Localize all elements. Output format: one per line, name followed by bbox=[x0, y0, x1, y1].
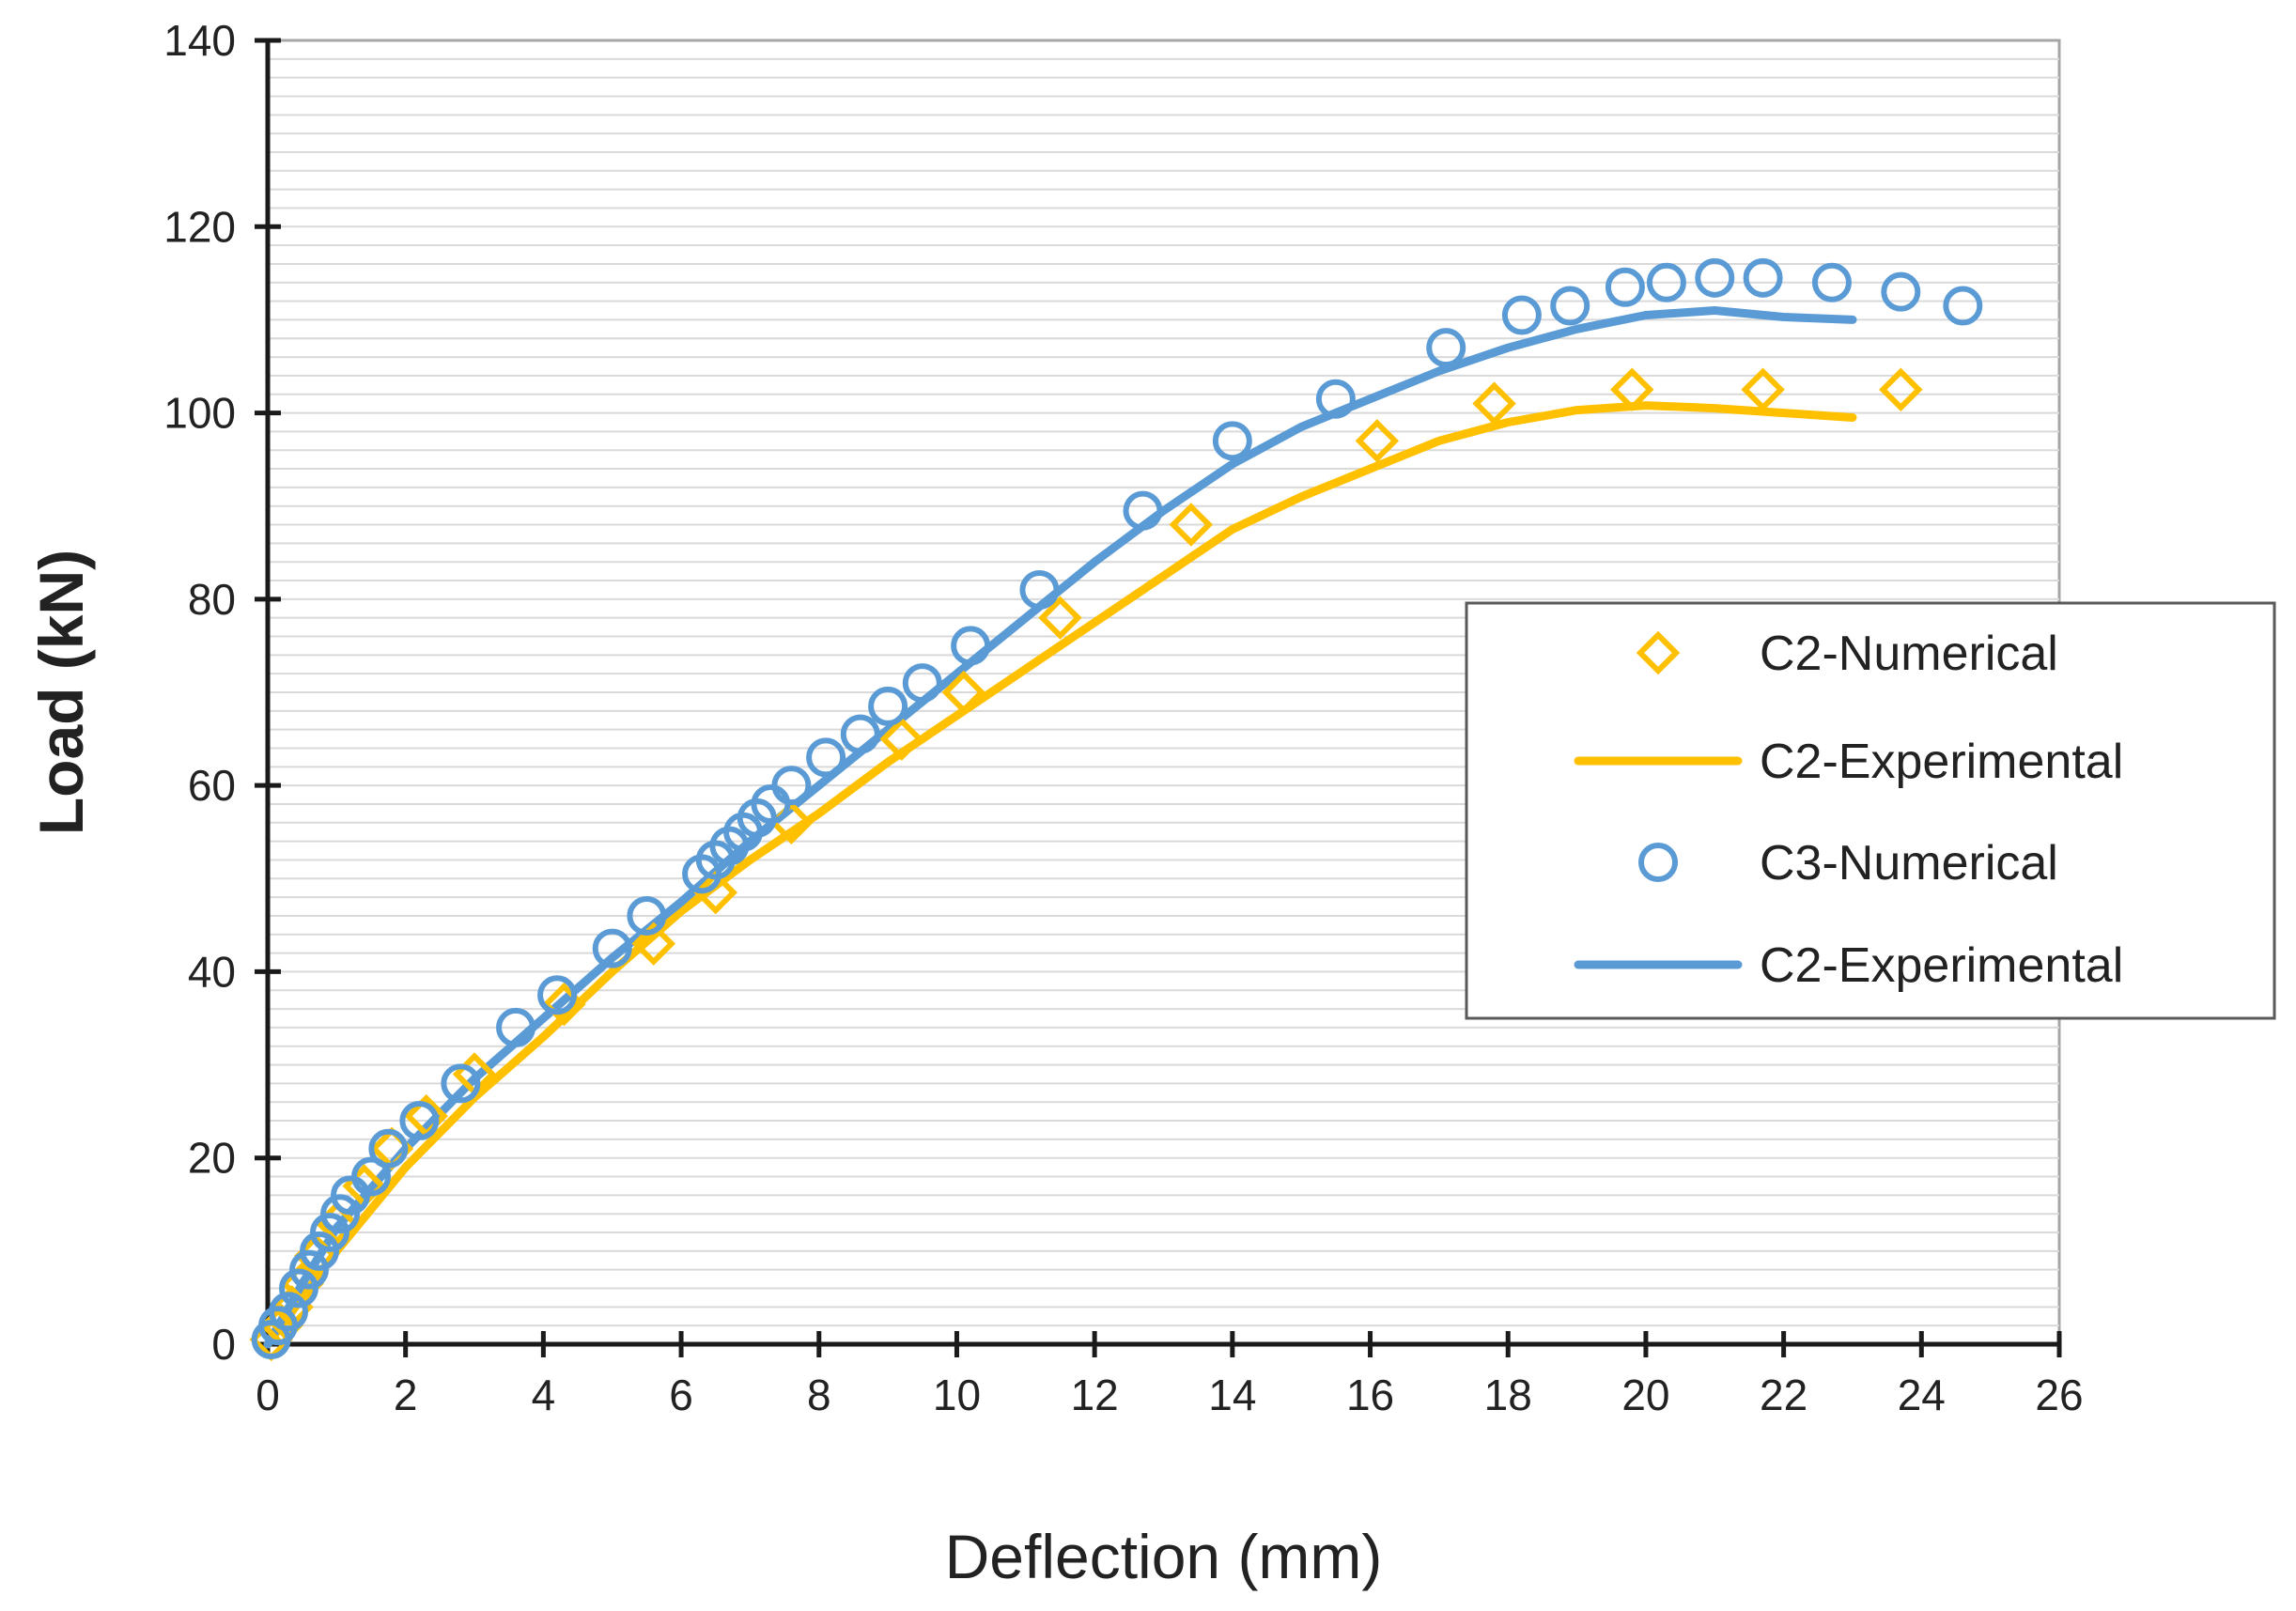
y-tick-label: 120 bbox=[163, 202, 236, 251]
diamond-point bbox=[1610, 367, 1654, 412]
circle-point bbox=[1695, 257, 1735, 298]
legend-label: C2-Experimental bbox=[1760, 735, 2123, 789]
legend-swatch-circle bbox=[1638, 843, 1678, 882]
diamond-point bbox=[1169, 503, 1214, 547]
circle-point bbox=[1123, 490, 1163, 531]
gridlines bbox=[268, 57, 2059, 1327]
circle-point bbox=[320, 1194, 361, 1234]
circle-point bbox=[300, 1231, 340, 1271]
y-axis-title: Load (kN) bbox=[26, 550, 96, 835]
diamond-point bbox=[1879, 367, 1923, 412]
y-tick-label: 100 bbox=[163, 389, 236, 438]
series-c3-numerical bbox=[251, 257, 1983, 1360]
circle-point bbox=[310, 1213, 350, 1253]
x-tick-label: 10 bbox=[933, 1371, 981, 1419]
x-tick-label: 26 bbox=[2035, 1371, 2083, 1419]
circle-point bbox=[368, 1128, 409, 1169]
circle-point bbox=[1315, 379, 1356, 419]
axes: 0 2 4 6 8 10 12 14 16 18 20 22 24 2602040608010012014… bbox=[163, 16, 2083, 1419]
diamond-point bbox=[1038, 596, 1082, 640]
circle-point bbox=[1943, 286, 1983, 326]
x-tick-label: 24 bbox=[1898, 1371, 1946, 1419]
x-tick-label: 12 bbox=[1071, 1371, 1119, 1419]
y-tick-label: 40 bbox=[188, 947, 236, 996]
diamond-point bbox=[1472, 381, 1516, 426]
x-tick-label: 20 bbox=[1621, 1371, 1669, 1419]
circle-point bbox=[1743, 257, 1783, 298]
circle-point bbox=[902, 663, 942, 704]
circle-point bbox=[441, 1063, 481, 1104]
diamond-point bbox=[941, 670, 986, 715]
circle-point bbox=[1550, 286, 1590, 326]
circle-point bbox=[592, 928, 632, 968]
circle-point bbox=[399, 1101, 440, 1141]
circle-point bbox=[1212, 421, 1252, 461]
y-tick-label: 60 bbox=[188, 761, 236, 810]
circle-point bbox=[627, 895, 667, 936]
circle-point bbox=[351, 1156, 392, 1197]
x-tick-label: 16 bbox=[1346, 1371, 1394, 1419]
circle-point bbox=[1426, 328, 1466, 368]
x-tick-label: 18 bbox=[1484, 1371, 1532, 1419]
diamond-point bbox=[1741, 367, 1785, 412]
x-tick-label: 22 bbox=[1760, 1371, 1807, 1419]
circle-point bbox=[840, 714, 880, 754]
legend-label: C2-Experimental bbox=[1760, 938, 2123, 993]
x-tick-label: 4 bbox=[532, 1371, 556, 1419]
x-tick-label: 8 bbox=[807, 1371, 831, 1419]
x-tick-label: 2 bbox=[394, 1371, 418, 1419]
legend: C2-Numerical C2-Experimental C3-Numerical C… bbox=[1465, 601, 2276, 1020]
diamond-point bbox=[1355, 419, 1400, 463]
legend-label: C3-Numerical bbox=[1760, 836, 2058, 891]
circle-point bbox=[1605, 267, 1645, 307]
x-tick-label: 14 bbox=[1208, 1371, 1256, 1419]
circle-point bbox=[1501, 295, 1542, 335]
legend-swatch-diamond bbox=[1636, 630, 1681, 675]
diamond-point bbox=[693, 870, 737, 915]
legend-box bbox=[1465, 601, 2276, 1020]
circle-point bbox=[496, 1007, 536, 1047]
circle-point bbox=[806, 737, 846, 778]
circle-point bbox=[289, 1249, 330, 1290]
circle-point bbox=[868, 686, 908, 726]
circle-point bbox=[1019, 569, 1060, 610]
circle-point bbox=[1646, 262, 1686, 302]
circle-point bbox=[771, 766, 812, 806]
y-tick-label: 20 bbox=[188, 1134, 236, 1183]
x-tick-label: 6 bbox=[669, 1371, 693, 1419]
circle-point bbox=[269, 1292, 309, 1332]
circle-point bbox=[537, 975, 578, 1015]
circle-point bbox=[1811, 262, 1852, 302]
diamond-point bbox=[879, 717, 924, 761]
legend-label: C2-Numerical bbox=[1760, 627, 2058, 681]
circle-point bbox=[951, 626, 991, 666]
series-layer bbox=[249, 257, 1983, 1362]
y-tick-label: 0 bbox=[211, 1320, 236, 1369]
diamond-point bbox=[631, 922, 675, 966]
circle-point bbox=[279, 1268, 319, 1309]
circle-point bbox=[1881, 271, 1921, 312]
y-tick-label: 80 bbox=[188, 575, 236, 624]
y-tick-label: 140 bbox=[163, 16, 236, 65]
x-tick-label: 0 bbox=[256, 1371, 280, 1419]
x-axis-title: Deflection (mm) bbox=[945, 1522, 1383, 1591]
